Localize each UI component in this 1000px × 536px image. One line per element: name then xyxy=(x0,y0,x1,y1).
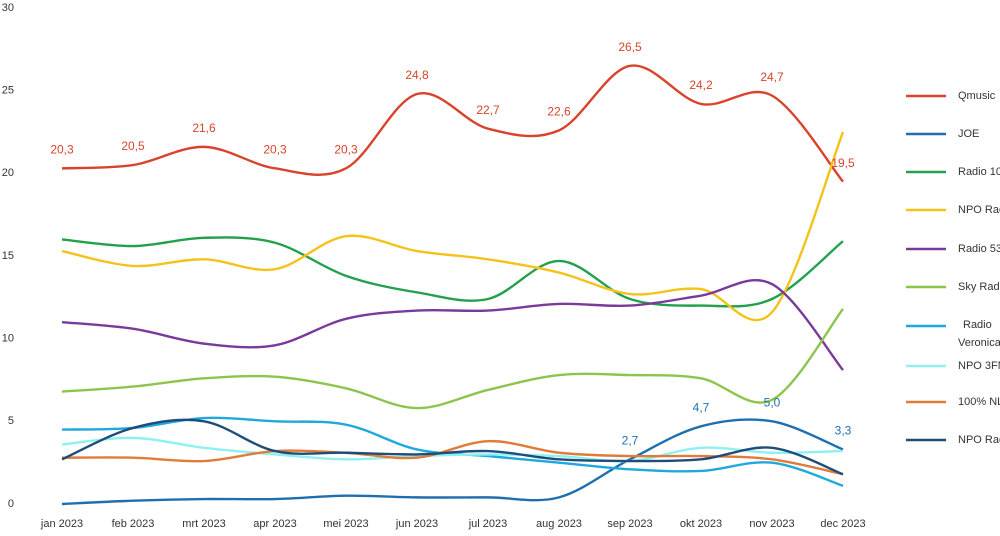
x-tick-label: sep 2023 xyxy=(607,518,652,530)
series-line xyxy=(61,131,845,322)
value-label: 22,6 xyxy=(547,105,571,119)
series-line xyxy=(61,279,844,371)
value-label: 24,7 xyxy=(760,70,784,84)
legend-label-line: Radio xyxy=(963,319,992,331)
series-line xyxy=(61,308,844,410)
y-tick-label: 25 xyxy=(2,85,14,97)
value-label: 24,8 xyxy=(405,68,429,82)
series-line xyxy=(61,439,844,476)
value-label: 4,7 xyxy=(693,400,710,414)
value-label: 24,2 xyxy=(689,78,713,92)
x-tick-label: jan 2023 xyxy=(40,518,83,530)
legend-label: Qmusic xyxy=(958,90,996,102)
value-label: 3,3 xyxy=(835,424,852,438)
legend-label: NPO 3FM xyxy=(958,360,1000,372)
y-tick-label: 30 xyxy=(2,2,14,14)
x-tick-label: jul 2023 xyxy=(468,518,508,530)
x-tick-label: apr 2023 xyxy=(253,518,296,530)
x-tick-label: aug 2023 xyxy=(536,518,582,530)
value-label: 2,7 xyxy=(622,434,639,448)
legend-label: JOE xyxy=(958,128,979,140)
value-label: 20,3 xyxy=(334,143,358,157)
y-tick-label: 20 xyxy=(2,167,14,179)
legend-label-line: Veronica xyxy=(958,337,1000,349)
x-tick-label: feb 2023 xyxy=(112,518,155,530)
y-tick-label: 5 xyxy=(8,415,14,427)
value-label: 5,0 xyxy=(764,396,781,410)
value-label: 21,6 xyxy=(192,121,216,135)
x-tick-label: mei 2023 xyxy=(323,518,368,530)
y-tick-label: 15 xyxy=(2,250,14,262)
x-tick-label: mrt 2023 xyxy=(182,518,225,530)
x-tick-label: okt 2023 xyxy=(680,518,722,530)
value-label: 19,5 xyxy=(831,156,855,170)
series-line xyxy=(61,64,844,183)
x-tick-label: nov 2023 xyxy=(749,518,794,530)
x-tick-label: jun 2023 xyxy=(395,518,438,530)
legend-label: Radio Veronica xyxy=(958,319,1000,349)
legend-label: NPO Radio 2 xyxy=(958,204,1000,216)
series-line xyxy=(61,236,844,308)
value-label: 20,5 xyxy=(121,139,145,153)
legend-label: 100% NL xyxy=(958,396,1000,408)
x-tick-label: dec 2023 xyxy=(820,518,865,530)
legend-label: Radio 538 xyxy=(958,243,1000,255)
y-tick-label: 0 xyxy=(8,498,14,510)
series-line xyxy=(61,418,844,476)
series-line xyxy=(61,436,844,463)
value-label: 20,3 xyxy=(263,143,287,157)
legend-label: NPO Radio 1 xyxy=(958,434,1000,446)
series-line xyxy=(61,418,844,506)
value-label: 20,3 xyxy=(50,143,74,157)
legend-label: Sky Radio xyxy=(958,281,1000,293)
value-label: 26,5 xyxy=(618,40,642,54)
value-label: 22,7 xyxy=(476,103,500,117)
y-tick-label: 10 xyxy=(2,333,14,345)
legend-label: Radio 10 xyxy=(958,166,1000,178)
